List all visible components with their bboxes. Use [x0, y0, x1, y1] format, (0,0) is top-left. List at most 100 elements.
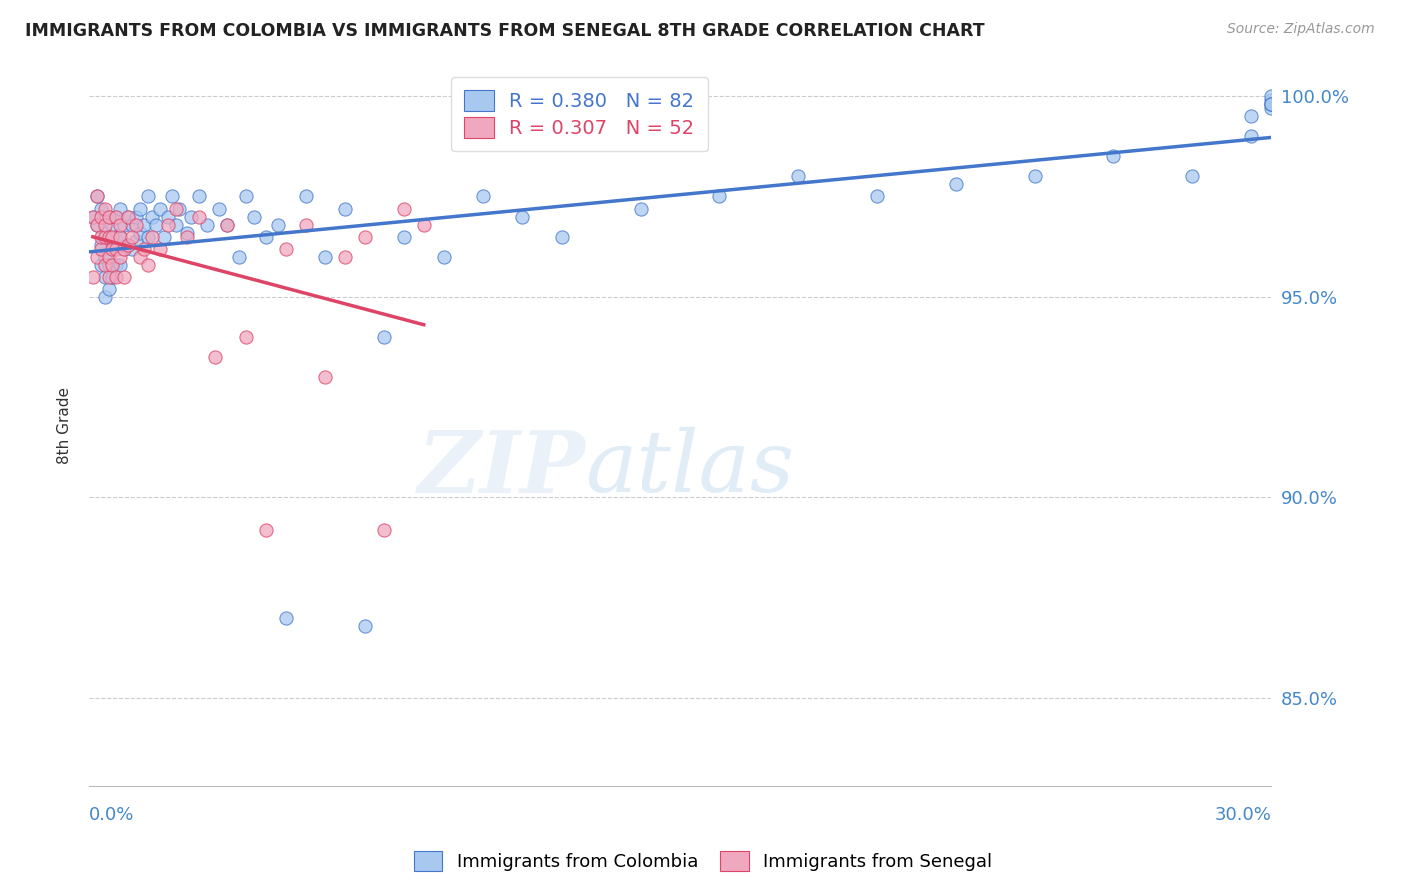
Point [90, 229, 112, 244]
Point [90, 237, 112, 252]
Point [132, 242, 155, 256]
Point [1240, 109, 1263, 123]
Point [1260, 93, 1282, 107]
Point [1260, 97, 1282, 112]
Point [169, 202, 191, 216]
Point [235, 189, 257, 203]
Point [1260, 97, 1282, 112]
Point [136, 229, 159, 244]
Point [121, 229, 143, 244]
Point [86, 189, 108, 203]
Point [105, 210, 128, 224]
Point [110, 202, 132, 216]
Point [333, 250, 356, 264]
Point [165, 202, 187, 216]
Point [86, 218, 108, 232]
Point [112, 269, 135, 284]
Point [110, 250, 132, 264]
Point [93, 258, 115, 272]
Point [121, 242, 143, 256]
Point [195, 218, 218, 232]
Point [152, 229, 174, 244]
Point [314, 370, 336, 384]
Point [787, 169, 810, 184]
Point [204, 350, 226, 364]
Point [432, 250, 454, 264]
Point [215, 218, 238, 232]
Point [101, 229, 124, 244]
Text: ZIP: ZIP [418, 426, 585, 510]
Point [105, 258, 128, 272]
Point [97, 210, 120, 224]
Point [129, 226, 152, 240]
Point [105, 229, 128, 244]
Point [136, 189, 159, 203]
Point [93, 229, 115, 244]
Point [82, 210, 104, 224]
Point [93, 290, 115, 304]
Point [709, 189, 731, 203]
Point [110, 258, 132, 272]
Point [160, 189, 183, 203]
Point [93, 269, 115, 284]
Point [866, 189, 889, 203]
Point [208, 202, 231, 216]
Point [149, 242, 172, 256]
Point [97, 269, 120, 284]
Point [945, 178, 967, 192]
Text: IMMIGRANTS FROM COLOMBIA VS IMMIGRANTS FROM SENEGAL 8TH GRADE CORRELATION CHART: IMMIGRANTS FROM COLOMBIA VS IMMIGRANTS F… [25, 22, 986, 40]
Point [176, 229, 198, 244]
Point [86, 250, 108, 264]
Point [125, 210, 148, 224]
Point [125, 218, 148, 232]
Point [82, 210, 104, 224]
Point [112, 218, 135, 232]
Point [156, 210, 179, 224]
Legend: R = 0.380   N = 82, R = 0.307   N = 52: R = 0.380 N = 82, R = 0.307 N = 52 [451, 77, 707, 151]
Legend: Immigrants from Colombia, Immigrants from Senegal: Immigrants from Colombia, Immigrants fro… [406, 844, 1000, 879]
Point [373, 330, 395, 344]
Point [97, 258, 120, 272]
Point [125, 234, 148, 248]
Point [392, 229, 415, 244]
Point [117, 210, 139, 224]
Point [188, 189, 211, 203]
Point [93, 226, 115, 240]
Point [90, 258, 112, 272]
Point [333, 202, 356, 216]
Point [1024, 169, 1046, 184]
Point [412, 218, 434, 232]
Point [141, 210, 163, 224]
Text: Source: ZipAtlas.com: Source: ZipAtlas.com [1227, 22, 1375, 37]
Point [136, 258, 159, 272]
Point [471, 189, 494, 203]
Point [188, 210, 211, 224]
Point [117, 237, 139, 252]
Point [110, 218, 132, 232]
Point [105, 210, 128, 224]
Point [101, 218, 124, 232]
Point [294, 189, 316, 203]
Point [82, 269, 104, 284]
Point [1260, 97, 1282, 112]
Point [110, 229, 132, 244]
Point [121, 218, 143, 232]
Point [228, 250, 250, 264]
Point [97, 250, 120, 264]
Point [101, 242, 124, 256]
Point [551, 229, 574, 244]
Y-axis label: 8th Grade: 8th Grade [58, 387, 72, 464]
Point [117, 237, 139, 252]
Point [353, 619, 375, 633]
Point [1102, 149, 1125, 163]
Point [156, 218, 179, 232]
Point [129, 202, 152, 216]
Point [93, 250, 115, 264]
Point [254, 229, 277, 244]
Point [254, 523, 277, 537]
Point [1260, 101, 1282, 115]
Point [630, 202, 652, 216]
Point [97, 229, 120, 244]
Text: atlas: atlas [585, 427, 794, 510]
Point [1260, 89, 1282, 103]
